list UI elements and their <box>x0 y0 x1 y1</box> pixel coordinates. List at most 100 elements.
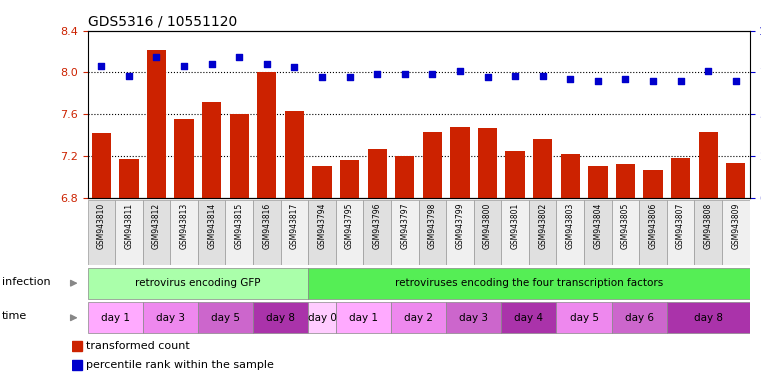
Bar <box>529 200 556 265</box>
Bar <box>340 160 359 198</box>
Point <box>316 74 328 81</box>
Text: day 4: day 4 <box>514 313 543 323</box>
Point <box>151 55 163 61</box>
Bar <box>612 200 639 265</box>
Bar <box>722 200 750 265</box>
Text: GSM943799: GSM943799 <box>455 203 464 250</box>
Bar <box>225 200 253 265</box>
Text: GSM943805: GSM943805 <box>621 203 630 249</box>
Point <box>233 55 245 61</box>
Bar <box>588 166 607 198</box>
Text: GSM943807: GSM943807 <box>676 203 685 249</box>
Bar <box>115 200 143 265</box>
Bar <box>446 302 501 333</box>
Bar <box>501 302 556 333</box>
Text: GSM943794: GSM943794 <box>317 203 326 250</box>
Bar <box>198 200 225 265</box>
Bar <box>556 302 612 333</box>
Bar <box>451 127 470 198</box>
Text: GSM943806: GSM943806 <box>648 203 658 249</box>
Bar <box>368 149 387 198</box>
Text: GSM943800: GSM943800 <box>483 203 492 249</box>
Text: GSM943813: GSM943813 <box>180 203 189 249</box>
Bar <box>695 200 722 265</box>
Text: transformed count: transformed count <box>85 341 189 351</box>
Text: GSM943796: GSM943796 <box>373 203 382 250</box>
Text: GSM943814: GSM943814 <box>207 203 216 249</box>
Point <box>592 78 604 84</box>
Bar <box>88 268 308 299</box>
Bar <box>257 73 276 198</box>
Text: GSM943797: GSM943797 <box>400 203 409 250</box>
Bar <box>446 200 473 265</box>
Text: day 3: day 3 <box>156 313 185 323</box>
Bar <box>419 200 446 265</box>
Bar <box>72 341 82 351</box>
Point <box>178 63 190 69</box>
Text: day 1: day 1 <box>100 313 129 323</box>
Point <box>730 78 742 84</box>
Point <box>647 78 659 84</box>
Text: day 8: day 8 <box>266 313 295 323</box>
Bar <box>91 133 111 198</box>
Bar <box>253 302 308 333</box>
Bar <box>501 200 529 265</box>
Text: day 5: day 5 <box>211 313 240 323</box>
Text: time: time <box>2 311 27 321</box>
Bar <box>612 302 667 333</box>
Point <box>702 68 715 74</box>
Bar <box>422 132 442 198</box>
Text: GSM943804: GSM943804 <box>594 203 603 249</box>
Text: GSM943816: GSM943816 <box>263 203 272 249</box>
Point <box>261 61 273 67</box>
Text: retroviruses encoding the four transcription factors: retroviruses encoding the four transcrip… <box>395 278 663 288</box>
Bar <box>253 200 281 265</box>
Text: GSM943801: GSM943801 <box>511 203 520 249</box>
Text: GSM943798: GSM943798 <box>428 203 437 249</box>
Bar <box>72 360 82 370</box>
Bar <box>281 200 308 265</box>
Text: GSM943811: GSM943811 <box>124 203 133 249</box>
Text: percentile rank within the sample: percentile rank within the sample <box>85 360 273 370</box>
Bar <box>643 170 663 198</box>
Point <box>537 73 549 79</box>
Text: day 5: day 5 <box>569 313 599 323</box>
Point <box>619 76 632 82</box>
Bar <box>285 111 304 198</box>
Text: GSM943817: GSM943817 <box>290 203 299 249</box>
Bar <box>202 102 221 198</box>
Bar <box>584 200 612 265</box>
Bar <box>312 166 332 198</box>
Bar <box>699 132 718 198</box>
Text: infection: infection <box>2 276 50 286</box>
Text: GSM943809: GSM943809 <box>731 203 740 249</box>
Bar <box>561 154 580 198</box>
Text: GSM943810: GSM943810 <box>97 203 106 249</box>
Bar <box>616 164 635 198</box>
Text: GSM943815: GSM943815 <box>234 203 244 249</box>
Bar <box>143 200 170 265</box>
Bar <box>391 200 419 265</box>
Point <box>482 74 494 81</box>
Point <box>564 76 576 82</box>
Bar <box>308 200 336 265</box>
Text: day 1: day 1 <box>349 313 378 323</box>
Text: GSM943802: GSM943802 <box>538 203 547 249</box>
Point <box>454 68 466 74</box>
Point <box>426 71 438 77</box>
Bar <box>336 200 364 265</box>
Text: day 8: day 8 <box>694 313 723 323</box>
Bar <box>198 302 253 333</box>
Text: retrovirus encoding GFP: retrovirus encoding GFP <box>135 278 260 288</box>
Bar <box>336 302 391 333</box>
Text: GSM943803: GSM943803 <box>565 203 575 249</box>
Bar <box>170 200 198 265</box>
Text: day 2: day 2 <box>404 313 433 323</box>
Text: GDS5316 / 10551120: GDS5316 / 10551120 <box>88 14 237 28</box>
Text: GSM943808: GSM943808 <box>704 203 713 249</box>
Bar <box>395 156 415 198</box>
Bar <box>473 200 501 265</box>
Point <box>343 74 355 81</box>
Text: day 3: day 3 <box>459 313 489 323</box>
Bar <box>308 302 336 333</box>
